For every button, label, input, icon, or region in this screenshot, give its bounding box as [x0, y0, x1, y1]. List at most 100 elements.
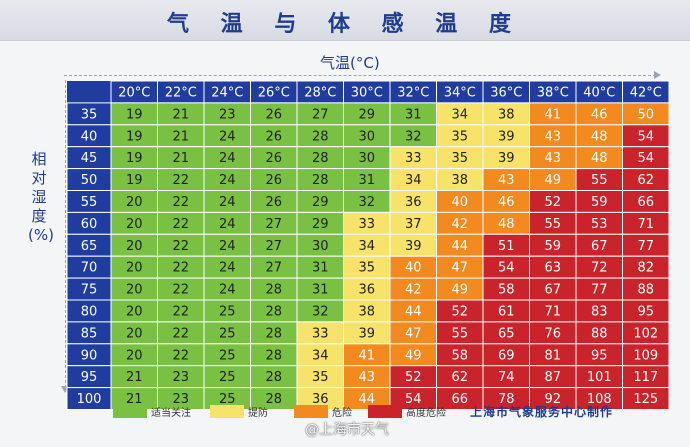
heat-cell-value: 23	[219, 107, 236, 122]
y-tick-label: 100	[77, 392, 102, 407]
heat-cell-value: 24	[219, 283, 236, 298]
heat-cell-value: 48	[498, 217, 515, 232]
heat-cell-value: 20	[126, 195, 143, 210]
heat-cell-value: 28	[265, 326, 282, 341]
y-axis-line	[65, 80, 66, 388]
heat-cell-value: 40	[405, 261, 422, 276]
heat-cell-value: 39	[405, 239, 422, 254]
heat-cell-value: 26	[265, 151, 282, 166]
heat-cell-value: 74	[498, 370, 515, 385]
heat-cell-value: 24	[219, 195, 236, 210]
heat-cell-value: 41	[358, 348, 375, 363]
heat-cell-value: 31	[358, 173, 375, 188]
heat-cell-value: 65	[498, 326, 515, 341]
heat-cell-value: 47	[405, 326, 422, 341]
y-tick-label: 45	[81, 151, 98, 166]
x-tick-label: 34°C	[444, 86, 476, 101]
legend-swatch-attention	[113, 405, 147, 418]
heat-cell-value: 81	[544, 348, 561, 363]
heat-cell-value: 43	[498, 173, 515, 188]
heat-cell-value: 25	[219, 348, 236, 363]
heat-cell-value: 33	[358, 217, 375, 232]
heat-cell-value: 59	[544, 239, 561, 254]
y-tick-label: 95	[81, 370, 98, 385]
heat-cell-value: 95	[591, 348, 608, 363]
heat-cell-value: 101	[587, 370, 612, 385]
heat-cell-value: 55	[451, 326, 468, 341]
heat-cell-value: 20	[126, 348, 143, 363]
legend-swatch-danger	[294, 405, 328, 418]
heat-cell-value: 38	[451, 173, 468, 188]
heat-cell-value: 32	[405, 129, 422, 144]
heat-cell-value: 24	[219, 173, 236, 188]
heat-cell-value: 109	[633, 348, 658, 363]
heat-cell-value: 38	[358, 305, 375, 320]
heat-cell-value: 66	[451, 392, 468, 407]
heat-cell-value: 44	[405, 305, 422, 320]
heat-cell-value: 28	[312, 173, 329, 188]
legend-label-caution: 提防	[248, 408, 268, 419]
heat-cell-value: 38	[498, 107, 515, 122]
y-tick-label: 90	[81, 348, 98, 363]
heat-cell-value: 82	[637, 261, 654, 276]
heat-cell-value: 77	[637, 239, 654, 254]
heat-cell-value: 59	[591, 195, 608, 210]
heat-cell-value: 21	[172, 151, 189, 166]
heat-cell-value: 29	[358, 107, 375, 122]
heat-cell-value: 108	[587, 392, 612, 407]
heat-cell-value: 19	[126, 107, 143, 122]
heat-cell-value: 52	[451, 305, 468, 320]
heat-cell-value: 20	[126, 217, 143, 232]
y-tick-label: 60	[81, 217, 98, 232]
heat-cell-value: 52	[544, 195, 561, 210]
x-tick-label: 22°C	[165, 86, 197, 101]
heat-cell-value: 46	[498, 195, 515, 210]
heat-cell-value: 32	[312, 305, 329, 320]
x-tick-label: 28°C	[304, 86, 336, 101]
legend-label-attention: 适当关注	[151, 408, 191, 419]
y-axis-title: 相对湿度(%)	[28, 150, 54, 244]
heat-cell-value: 125	[633, 392, 658, 407]
heat-cell-value: 25	[219, 326, 236, 341]
heat-cell-value: 62	[637, 173, 654, 188]
heat-cell-value: 95	[637, 305, 654, 320]
heat-cell-value: 33	[312, 326, 329, 341]
y-tick-label: 40	[81, 129, 98, 144]
heat-cell-value: 26	[265, 107, 282, 122]
watermark: @上海市天气	[305, 422, 389, 438]
heat-cell-value: 37	[405, 217, 422, 232]
heat-cell-value: 31	[312, 261, 329, 276]
heat-cell-value: 54	[405, 392, 422, 407]
heat-cell-value: 20	[126, 305, 143, 320]
y-tick-label: 35	[81, 107, 98, 122]
heat-cell-value: 67	[591, 239, 608, 254]
x-tick-label: 24°C	[211, 86, 243, 101]
heat-cell-value: 21	[126, 392, 143, 407]
heat-cell-value: 26	[265, 173, 282, 188]
heat-cell-value: 72	[591, 261, 608, 276]
heat-cell-value: 41	[544, 107, 561, 122]
title-banner	[0, 0, 690, 41]
y-tick-label: 85	[81, 326, 98, 341]
y-tick-label: 70	[81, 261, 98, 276]
heat-cell-value: 20	[126, 239, 143, 254]
heat-cell-value: 34	[451, 107, 468, 122]
heat-cell-value: 51	[498, 239, 515, 254]
heat-cell-value: 31	[312, 283, 329, 298]
heat-cell-value: 43	[358, 370, 375, 385]
heat-cell-value: 35	[451, 151, 468, 166]
heat-cell-value: 28	[265, 370, 282, 385]
y-tick-label: 65	[81, 239, 98, 254]
x-tick-label: 42°C	[630, 86, 662, 101]
heat-cell-value: 67	[544, 283, 561, 298]
heat-cell-value: 26	[265, 195, 282, 210]
legend-label-danger: 危险	[332, 408, 352, 419]
y-tick-label: 75	[81, 283, 98, 298]
heat-cell-value: 19	[126, 151, 143, 166]
heat-cell-value: 44	[358, 392, 375, 407]
heat-cell-value: 117	[633, 370, 658, 385]
heat-cell-value: 28	[265, 283, 282, 298]
heat-cell-value: 58	[451, 348, 468, 363]
heat-cell-value: 66	[637, 195, 654, 210]
